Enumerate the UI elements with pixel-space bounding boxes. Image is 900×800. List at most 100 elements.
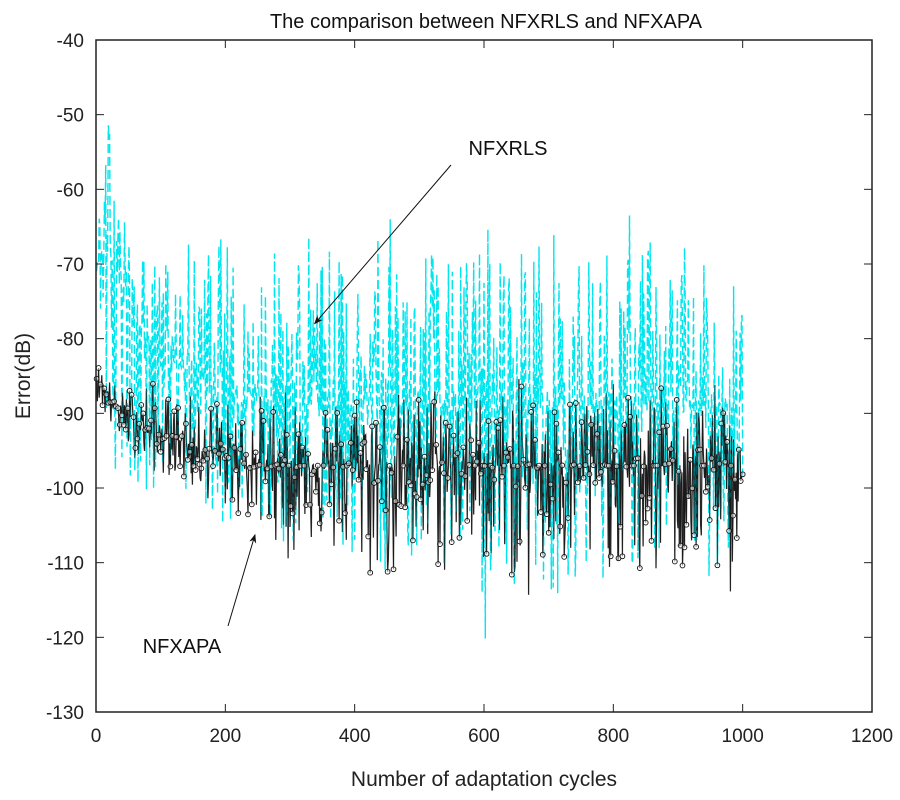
- nfxapa-point: [505, 454, 511, 461]
- nfxapa-point: [563, 479, 569, 486]
- nfxapa-point: [101, 385, 108, 392]
- nfxapa-point: [345, 460, 352, 467]
- series-nfxrls: [95, 125, 744, 639]
- nfxrls-line: [95, 125, 744, 639]
- nfxapa-point: [685, 493, 692, 499]
- nfxapa-point: [431, 398, 438, 405]
- nfxapa-point: [384, 568, 391, 575]
- nfxapa-point: [439, 459, 445, 466]
- nfxapa-point: [714, 562, 721, 569]
- nfxapa-point: [704, 483, 711, 490]
- nfxapa-point: [417, 496, 424, 503]
- nfxapa-point: [631, 462, 637, 469]
- nfxapa-point: [507, 446, 513, 452]
- nfxapa-point: [415, 397, 422, 403]
- nfxapa-point: [590, 462, 597, 468]
- nfxapa-point: [501, 462, 507, 469]
- nfxapa-point: [454, 450, 461, 456]
- x-tick-label: 800: [597, 726, 629, 747]
- nfxapa-point: [673, 397, 680, 403]
- nfxapa-point: [442, 419, 449, 426]
- nfxapa-point: [342, 510, 348, 516]
- nfxapa-point: [351, 412, 358, 419]
- nfxapa-point: [163, 432, 170, 439]
- nfxapa-point: [669, 457, 676, 464]
- nfxapa-point: [299, 444, 306, 451]
- annotation-nfxapa: NFXAPA: [143, 636, 222, 658]
- nfxapa-point: [553, 420, 560, 427]
- nfxapa-point: [547, 481, 554, 488]
- nfxapa-point: [235, 510, 242, 516]
- y-tick-label: -50: [57, 106, 84, 127]
- nfxapa-point: [353, 399, 360, 406]
- nfxapa-point: [607, 553, 614, 560]
- nfxapa-point: [231, 444, 238, 451]
- nfxapa-point: [702, 488, 709, 495]
- nfxapa-point: [388, 469, 395, 476]
- nfxapa-point: [730, 512, 736, 519]
- nfxapa-point: [194, 456, 201, 462]
- x-tick-label: 1200: [851, 726, 893, 747]
- nfxapa-point: [456, 534, 463, 541]
- y-tick-label: -110: [47, 554, 84, 575]
- nfxapa-point: [256, 461, 263, 468]
- nfxapa-point: [617, 523, 624, 530]
- nfxapa-point: [503, 449, 509, 456]
- nfxapa-point: [576, 463, 583, 469]
- nfxapa-point: [347, 439, 354, 446]
- nfxapa-point: [623, 463, 630, 470]
- nfxapa-point: [363, 466, 370, 472]
- nfxapa-point: [212, 447, 218, 454]
- nfxapa-point: [437, 541, 443, 547]
- nfxapa-point: [367, 569, 374, 576]
- nfxapa-point: [239, 419, 245, 426]
- nfxapa-point: [671, 558, 678, 565]
- nfxapa-point: [572, 400, 579, 406]
- nfxapa-point: [565, 515, 571, 521]
- nfxapa-point: [287, 503, 294, 509]
- x-tick-label: 200: [209, 726, 241, 747]
- nfxapa-point: [555, 449, 562, 456]
- nfxapa-point: [270, 409, 277, 415]
- nfxapa-point: [532, 437, 538, 443]
- y-tick-label: -120: [46, 628, 84, 649]
- nfxapa-point: [167, 463, 174, 470]
- nfxapa-point: [588, 421, 595, 428]
- nfxapa-point: [539, 551, 546, 558]
- nfxapa-point: [448, 539, 455, 545]
- nfxapa-point: [281, 457, 288, 463]
- nfxapa-point: [495, 425, 502, 431]
- nfxapa-point: [423, 472, 430, 478]
- series-layer: [93, 125, 746, 639]
- nfxapa-point: [326, 501, 333, 508]
- nfxapa-point: [724, 439, 730, 445]
- nfxapa-point: [390, 566, 397, 573]
- nfxapa-point: [668, 446, 674, 452]
- nfxapa-point: [134, 435, 141, 442]
- nfxapa-point: [206, 445, 213, 452]
- nfxapa-point: [241, 460, 247, 467]
- nfxapa-point: [204, 455, 211, 462]
- nfxapa-point: [598, 469, 604, 475]
- nfxapa-point: [520, 456, 527, 463]
- nfxapa-point: [153, 440, 160, 447]
- nfxapa-point: [559, 462, 566, 469]
- nfxapa-point: [528, 409, 535, 415]
- y-tick-label: -100: [46, 479, 84, 500]
- nfxapa-point: [466, 462, 472, 468]
- nfxapa-point: [526, 461, 533, 468]
- y-axis-label: Error(dB): [12, 333, 35, 419]
- nfxapa-point: [408, 482, 414, 489]
- nfxapa-point: [710, 466, 717, 473]
- nfxapa-point: [654, 462, 661, 469]
- nfxapa-point: [316, 520, 323, 527]
- nfxapa-point: [283, 431, 290, 438]
- nfxapa-point: [474, 458, 480, 465]
- nfxapa-point: [489, 464, 496, 471]
- nfxapa-point: [357, 450, 364, 456]
- nfxapa-point: [380, 404, 387, 411]
- nfxapa-point: [427, 477, 434, 483]
- nfxapa-point: [229, 496, 236, 503]
- nfxapa-point: [369, 423, 375, 430]
- nfxapa-point: [233, 467, 240, 474]
